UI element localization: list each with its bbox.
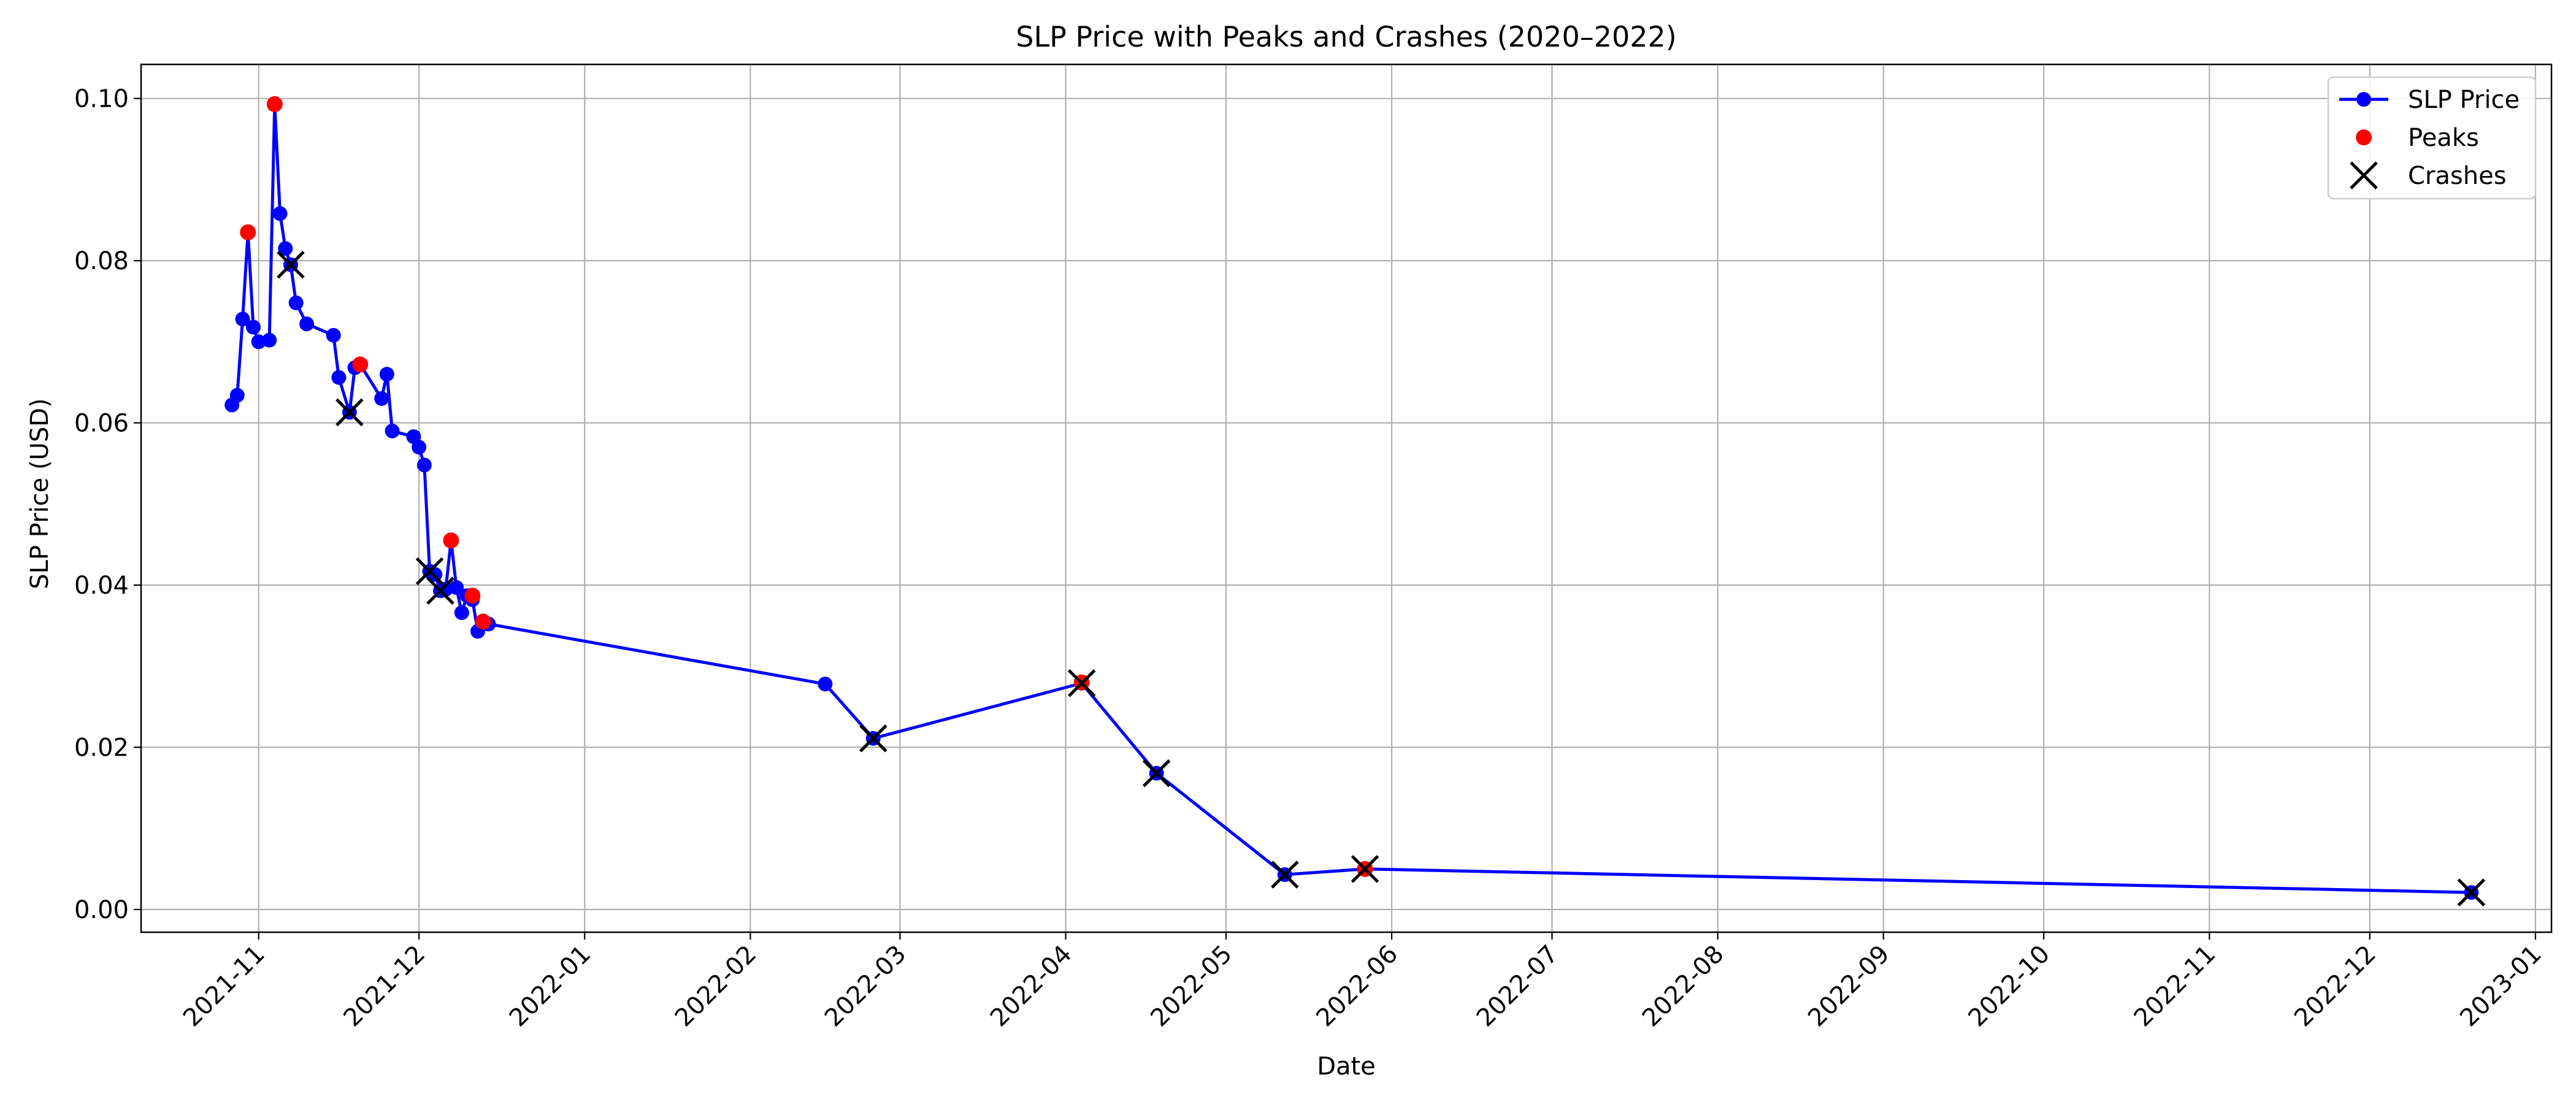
slp-price-point (379, 367, 394, 382)
crash-marker (277, 250, 305, 279)
slp-price-point (331, 370, 347, 385)
crash-marker (415, 557, 444, 586)
crash-marker (335, 398, 364, 427)
crash-marker (1351, 855, 1379, 883)
legend-box (2327, 76, 2537, 200)
slp-price-point (262, 332, 277, 348)
peak-point (443, 532, 459, 549)
peak-point (352, 356, 369, 373)
crash-marker-stroke (1271, 860, 1299, 889)
legend-marker-swatch (2356, 129, 2372, 145)
crash-marker-stroke (2457, 878, 2486, 906)
y-tick-label: 0.06 (74, 410, 129, 438)
series (224, 96, 2486, 906)
crash-marker (859, 724, 887, 753)
y-axis-label: SLP Price (USD) (26, 398, 54, 589)
crash-marker-stroke (1351, 855, 1379, 883)
crash-marker-stroke (415, 557, 444, 586)
crash-marker (426, 576, 454, 605)
y-tick-label: 0.04 (74, 572, 129, 600)
y-tick-labels: 0.00 0.02 0.04 0.06 0.08 0.10 (74, 85, 129, 924)
y-tick-label: 0.02 (74, 734, 129, 762)
slp-price-point (299, 316, 315, 332)
x-axis-label: Date (1317, 1052, 1376, 1081)
slp-price-point (272, 206, 288, 221)
y-tick-label: 0.00 (74, 896, 129, 924)
crash-marker (1271, 860, 1299, 889)
crash-marker-stroke (1067, 669, 1096, 697)
peak-point (240, 224, 256, 240)
legend-label: Crashes (2408, 162, 2507, 190)
slp-price-point (326, 328, 341, 343)
legend-label: SLP Price (2408, 86, 2520, 114)
crash-marker-stroke (426, 576, 454, 605)
crash-marker (1142, 759, 1171, 787)
crash-marker (1067, 669, 1096, 697)
slp-price-point (449, 580, 464, 595)
slp-price-point (278, 241, 293, 256)
slp-price-point (385, 423, 400, 439)
slp-price-point (416, 458, 432, 473)
slp-price-point (235, 312, 250, 327)
grid (141, 64, 2551, 932)
slp-price-point (454, 605, 469, 620)
slp-price-point (245, 320, 261, 335)
crash-marker-stroke (335, 398, 364, 427)
legend-marker-swatch (2350, 161, 2378, 190)
slp-price-point (229, 388, 245, 403)
legend: SLP Price Peaks Crashes (2327, 76, 2537, 200)
slp-price-point (288, 295, 304, 310)
peak-point (475, 613, 491, 630)
y-tick-label: 0.10 (74, 85, 129, 113)
chart-title: SLP Price with Peaks and Crashes (2020–2… (1016, 20, 1676, 53)
crash-marker-stroke (1142, 759, 1171, 787)
legend-marker-swatch (2356, 92, 2371, 107)
plot-area-frame (140, 63, 2553, 933)
axes (134, 63, 2553, 940)
slp-price-point (818, 676, 833, 692)
crash-marker-stroke (859, 724, 887, 753)
y-tick-label: 0.08 (74, 247, 129, 275)
legend-label: Peaks (2408, 124, 2479, 152)
crash-marker-stroke (277, 250, 305, 279)
peak-point (266, 96, 283, 112)
peak-point (464, 588, 481, 604)
slp-price-point (412, 440, 427, 455)
crash-marker (2457, 878, 2486, 906)
slp-price-point (374, 391, 389, 406)
